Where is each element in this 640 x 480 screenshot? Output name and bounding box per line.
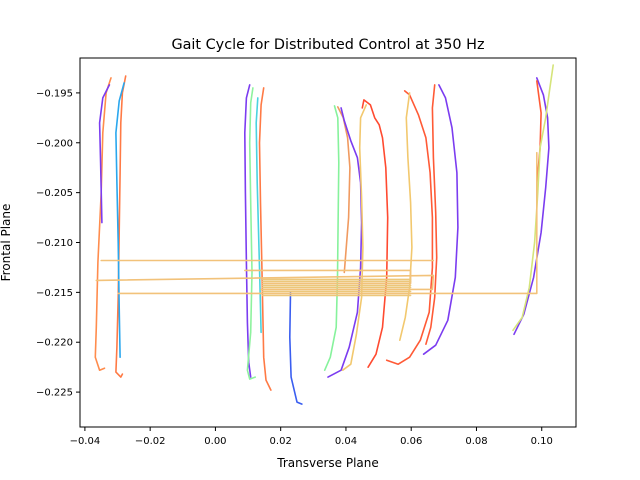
x-tick-label: 0.10 (531, 436, 553, 447)
y-tick-label: −0.215 (36, 288, 73, 299)
x-tick-label: −0.04 (70, 436, 101, 447)
series-line-25 (244, 269, 412, 285)
series-line-9 (288, 291, 303, 405)
series-line-1 (94, 77, 112, 372)
series-line-6 (246, 87, 256, 380)
y-tick-label: −0.195 (36, 88, 73, 99)
series-line-8 (255, 97, 262, 334)
plot-area-frame (79, 57, 577, 428)
series-line-19 (513, 77, 550, 336)
x-axis-label: Transverse Plane (276, 456, 379, 470)
series-line-4 (115, 82, 125, 359)
y-tick-label: −0.225 (36, 388, 73, 399)
series-line-13 (361, 99, 389, 369)
series-line-16 (398, 92, 413, 342)
series-line-14 (341, 104, 368, 372)
series-line-7 (258, 87, 272, 391)
chart-title: Gait Cycle for Distributed Control at 35… (171, 37, 484, 53)
x-tick-label: 0.08 (465, 436, 487, 447)
series-line-17 (422, 84, 459, 356)
series-line-24 (117, 151, 538, 295)
series-line-23 (95, 274, 435, 291)
x-tick-label: 0.04 (335, 436, 357, 447)
y-tick-label: −0.205 (36, 188, 73, 199)
y-tick-label: −0.210 (36, 238, 73, 249)
series-line-10 (323, 105, 340, 372)
y-tick-label: −0.220 (36, 338, 73, 349)
x-tick-label: 0.00 (204, 436, 226, 447)
x-tick-label: 0.06 (400, 436, 422, 447)
x-tick-label: 0.02 (270, 436, 292, 447)
series-line-21 (512, 64, 555, 332)
axes-layer: −0.04 −0.02 0.00 0.02 0.04 0.06 0.08 0.10 −0.195… (36, 88, 553, 447)
y-axis-label: Frontal Plane (0, 204, 13, 282)
series-layer (94, 64, 555, 405)
series-line-18 (425, 84, 438, 346)
series-line-2 (98, 84, 111, 224)
y-tick-label: −0.200 (36, 138, 73, 149)
series-line-15 (385, 90, 434, 366)
x-tick-label: −0.02 (135, 436, 166, 447)
